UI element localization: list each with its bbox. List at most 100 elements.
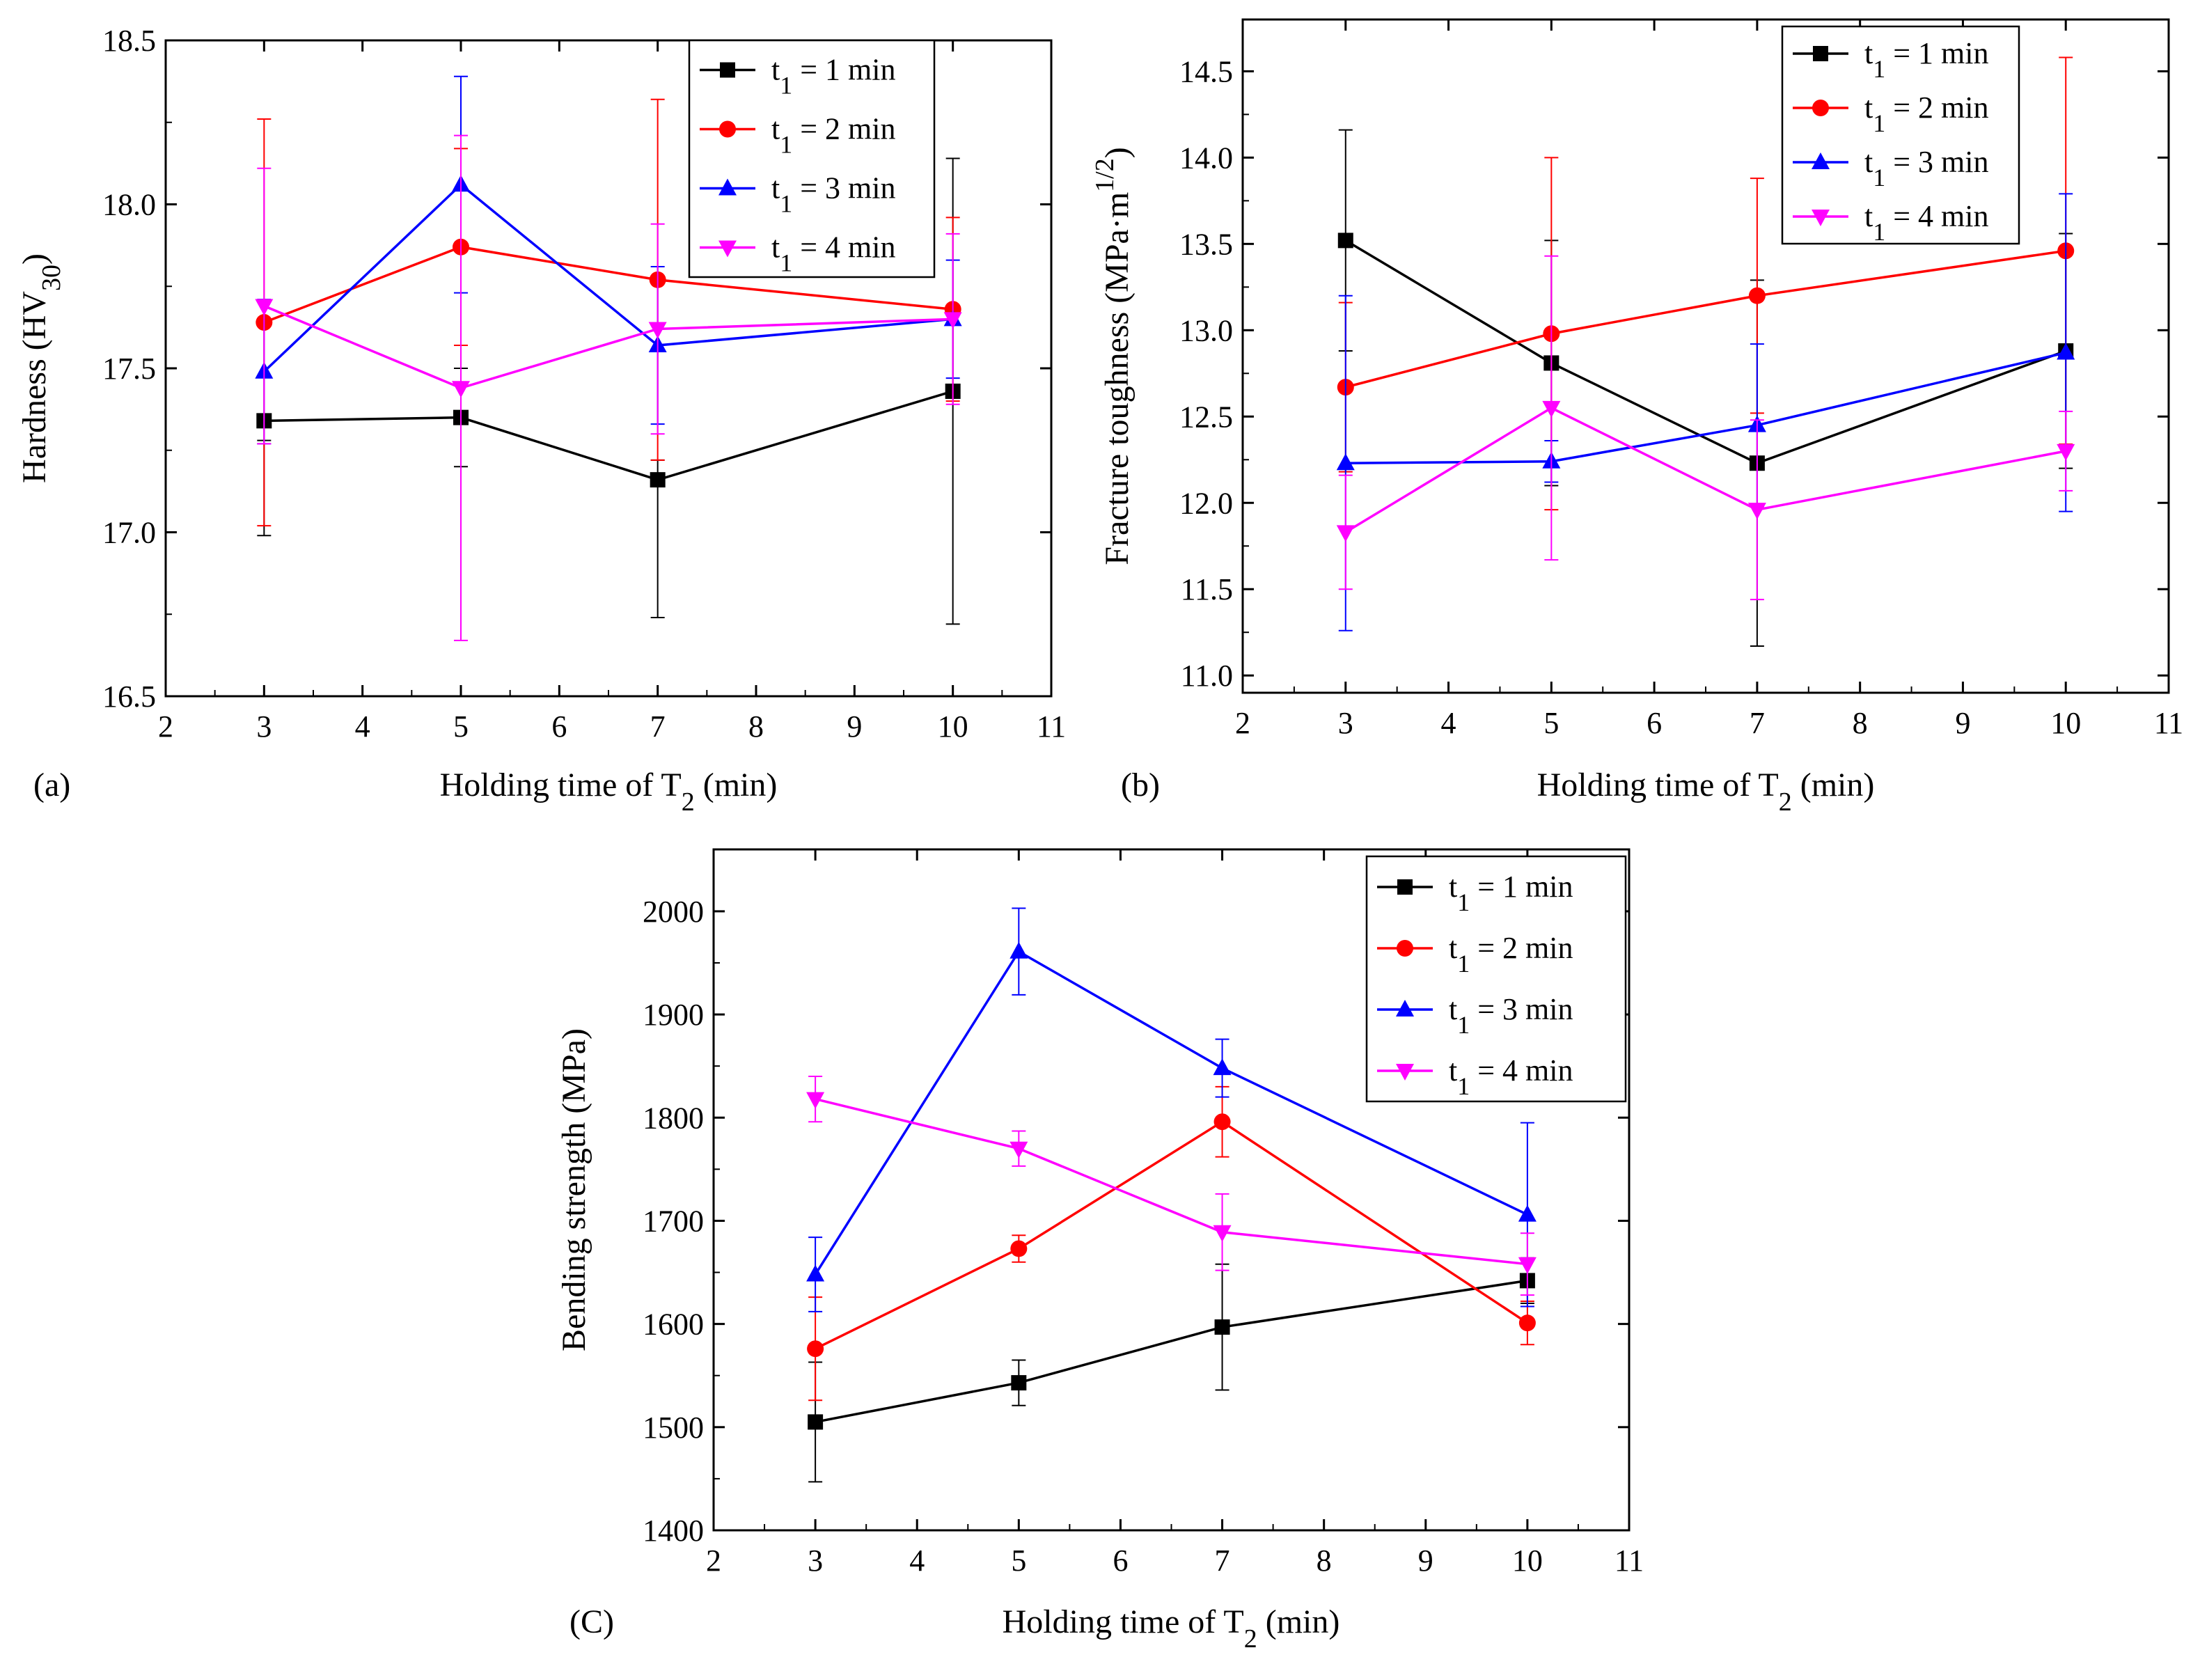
x-tick-label: 5: [1543, 706, 1559, 740]
x-tick-label: 4: [1441, 706, 1456, 740]
x-tick-label: 6: [1113, 1544, 1128, 1578]
series-line: [815, 1097, 1528, 1266]
data-point: [1518, 1314, 1536, 1332]
legend-label: t1 = 3 min: [1449, 992, 1573, 1039]
legend-label: t1 = 2 min: [1864, 91, 1989, 137]
x-tick-label: 11: [1037, 709, 1066, 744]
data-point: [1213, 1113, 1231, 1131]
legend-marker: [718, 240, 737, 258]
series-2: [807, 1085, 1536, 1402]
data-point: [1542, 400, 1561, 418]
data-point: [1213, 1225, 1232, 1242]
x-tick-label: 9: [1418, 1544, 1433, 1578]
series-line: [263, 182, 953, 372]
data-point: [1009, 1141, 1028, 1159]
panel-label: (C): [569, 1603, 614, 1640]
y-tick-label: 1800: [643, 1101, 704, 1135]
y-tick-label: 12.0: [1179, 486, 1233, 520]
y-axis-label: Hardness (HV30): [16, 253, 66, 483]
x-axis-label: Holding time of T2 (min): [440, 767, 778, 817]
legend-label: t1 = 4 min: [771, 230, 896, 277]
data-point: [807, 1340, 824, 1358]
legend-marker: [718, 178, 737, 196]
data-point: [1009, 941, 1028, 959]
legend-label: t1 = 1 min: [771, 53, 896, 100]
x-tick-label: 10: [2050, 706, 2081, 740]
series-line: [1345, 249, 2066, 388]
data-point: [1011, 1375, 1027, 1391]
legend-label: t1 = 3 min: [771, 171, 896, 218]
x-tick-label: 9: [847, 709, 862, 744]
y-tick-label: 18.5: [102, 24, 156, 58]
legend: t1 = 1 min t1 = 2 min t1 = 3 min t1 = 4 min: [1781, 25, 2020, 246]
x-tick-label: 3: [256, 709, 272, 744]
series-line: [263, 245, 953, 324]
panel-label: (b): [1121, 767, 1160, 803]
legend-marker: [1396, 1000, 1414, 1016]
data-point: [1337, 233, 1353, 249]
series-line: [1345, 351, 2066, 464]
chart-panel-c: 2 3 4 5 6 7 8 9 10 11 1400 1500 1600 1700 1800 1900 2000…: [556, 848, 1644, 1654]
series-line: [815, 1279, 1528, 1424]
x-tick-label: 10: [1512, 1544, 1543, 1578]
y-tick-label: 11.0: [1181, 659, 1233, 693]
data-point: [1213, 1058, 1232, 1076]
plot-frame: [1241, 18, 2170, 694]
y-axis-label: Fracture toughness (MPa·m1/2): [1090, 147, 1136, 565]
series-line: [1344, 406, 2066, 533]
x-tick-label: 2: [1235, 706, 1250, 740]
legend-label: t1 = 1 min: [1449, 870, 1573, 916]
y-tick-label: 13.0: [1179, 313, 1233, 347]
legend-label: t1 = 2 min: [771, 112, 896, 159]
y-tick-label: 11.5: [1181, 572, 1233, 606]
panel-label: (a): [33, 767, 70, 803]
legend-marker: [1397, 879, 1413, 895]
x-tick-label: 6: [551, 709, 567, 744]
data-point: [806, 1092, 825, 1109]
y-tick-label: 12.5: [1179, 400, 1233, 434]
y-tick-label: 17.5: [102, 352, 156, 386]
y-tick-label: 1500: [643, 1411, 704, 1445]
series-line: [1344, 239, 2066, 465]
y-tick-label: 17.0: [102, 516, 156, 550]
y-tick-label: 1900: [643, 998, 704, 1032]
series-1: [808, 1257, 1535, 1483]
data-point: [1010, 1240, 1028, 1257]
legend-label: t1 = 3 min: [1864, 145, 1989, 191]
x-tick-label: 9: [1955, 706, 1970, 740]
legend-box: [1365, 855, 1627, 1103]
data-point: [1336, 453, 1355, 471]
series-4: [806, 1076, 1537, 1296]
data-point: [648, 322, 667, 339]
chart-panel-a: 2 3 4 5 6 7 8 9 10 11 16.5 17.0 17.5 18.0 18.5 Holding …: [16, 24, 1066, 817]
x-tick-label: 2: [158, 709, 173, 744]
x-tick-label: 7: [1215, 1544, 1230, 1578]
y-tick-label: 1400: [643, 1514, 704, 1548]
data-point: [808, 1414, 824, 1430]
legend-marker: [1813, 46, 1828, 61]
x-tick-label: 4: [355, 709, 370, 744]
x-tick-label: 2: [706, 1544, 721, 1578]
y-tick-label: 1600: [643, 1308, 704, 1342]
data-point: [452, 381, 470, 398]
x-tick-label: 8: [748, 709, 764, 744]
legend-marker: [1812, 152, 1830, 169]
series-3: [1336, 193, 2075, 631]
y-tick-label: 16.5: [102, 680, 156, 714]
data-point: [650, 472, 666, 488]
legend-label: t1 = 2 min: [1449, 931, 1573, 978]
data-point: [1518, 1204, 1537, 1222]
chart-panel-b: 2 3 4 5 6 7 8 9 10 11 11.0 11.5 12.0 12.5 13.0 13.5 14.0…: [1090, 18, 2183, 817]
legend-label: t1 = 4 min: [1449, 1053, 1573, 1100]
data-point: [806, 1264, 825, 1282]
legend-marker: [720, 62, 735, 78]
legend-marker: [1812, 100, 1829, 116]
series-line: [264, 390, 954, 481]
legend-label: t1 = 1 min: [1864, 36, 1989, 83]
y-tick-label: 2000: [643, 895, 704, 929]
x-tick-label: 4: [909, 1544, 925, 1578]
x-tick-label: 3: [1338, 706, 1353, 740]
legend-marker: [1396, 1064, 1414, 1081]
data-point: [2057, 443, 2075, 461]
